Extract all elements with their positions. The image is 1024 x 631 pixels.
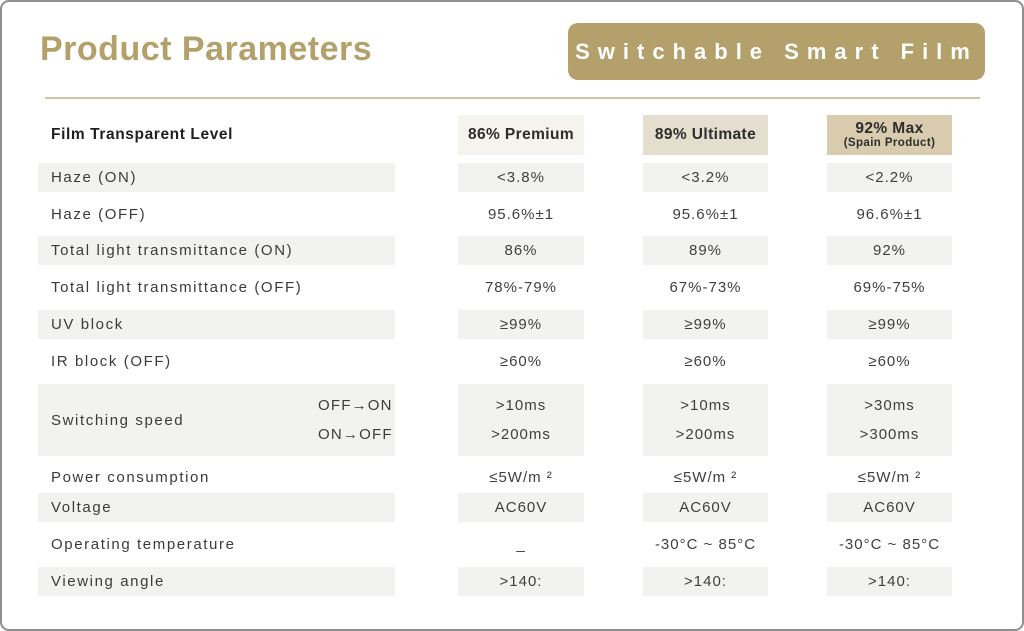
row-label-viewing-angle: Viewing angle	[38, 567, 395, 596]
cell-uv-89: ≥99%	[643, 310, 768, 339]
column-title: 89% Ultimate	[654, 126, 757, 144]
cell-power-92: ≤5W/m ²	[857, 469, 922, 486]
cell-ir-89: ≥60%	[684, 353, 727, 370]
header-divider	[45, 97, 980, 99]
column-subtitle: (Spain Product)	[843, 137, 936, 150]
row-label-operating-temp: Operating temperature	[51, 536, 236, 553]
product-badge: Switchable Smart Film	[568, 23, 985, 80]
column-title: 92% Max	[855, 120, 924, 138]
speed-off-on-89: >10ms	[680, 396, 731, 414]
cell-uv-92: ≥99%	[827, 310, 952, 339]
page-title: Product Parameters	[40, 30, 373, 68]
cell-temp-89: -30°C ~ 85°C	[654, 536, 757, 553]
row-label-switching-speed: Switching speed OFF→ON ON→OFF	[38, 384, 395, 456]
cell-tlt-on-86: 86%	[458, 236, 584, 265]
row-label-tlt-on: Total light transmittance (ON)	[38, 236, 395, 265]
cell-power-89: ≤5W/m ²	[673, 469, 738, 486]
column-title: 86% Premium	[467, 126, 575, 144]
speed-on-off-89: >200ms	[675, 426, 736, 444]
cell-temp-86: _	[516, 536, 526, 553]
switching-speed-directions: OFF→ON ON→OFF	[318, 384, 393, 456]
speed-on-off-92: >300ms	[859, 426, 920, 444]
cell-haze-on-86: <3.8%	[458, 163, 584, 192]
table-header-label: Film Transparent Level	[51, 126, 234, 143]
column-header-86-premium: 86% Premium	[458, 115, 584, 155]
row-label-haze-off: Haze (OFF)	[51, 206, 147, 223]
speed-off-on-86: >10ms	[495, 396, 547, 414]
cell-uv-86: ≥99%	[458, 310, 584, 339]
row-label-power: Power consumption	[51, 469, 210, 486]
switching-speed-label: Switching speed	[51, 411, 185, 429]
direction-off-on: OFF→ON	[318, 396, 393, 414]
cell-tlt-on-89: 89%	[643, 236, 768, 265]
speed-on-off-86: >200ms	[491, 426, 551, 444]
cell-tlt-off-89: 67%-73%	[669, 279, 742, 296]
cell-tlt-on-92: 92%	[827, 236, 952, 265]
cell-haze-off-89: 95.6%±1	[672, 206, 739, 223]
cell-angle-89: >140:	[643, 567, 768, 596]
cell-tlt-off-86: 78%-79%	[484, 279, 558, 296]
row-label-voltage: Voltage	[38, 493, 395, 522]
speed-off-on-92: >30ms	[864, 396, 915, 414]
direction-on-off: ON→OFF	[318, 426, 393, 444]
cell-speed-86: >10ms >200ms	[458, 384, 584, 456]
cell-tlt-off-92: 69%-75%	[853, 279, 926, 296]
cell-voltage-89: AC60V	[643, 493, 768, 522]
cell-speed-89: >10ms >200ms	[643, 384, 768, 456]
cell-ir-92: ≥60%	[868, 353, 911, 370]
cell-voltage-92: AC60V	[827, 493, 952, 522]
row-label-haze-on: Haze (ON)	[38, 163, 395, 192]
cell-angle-86: >140:	[458, 567, 584, 596]
cell-haze-off-86: 95.6%±1	[487, 206, 555, 223]
cell-ir-86: ≥60%	[499, 353, 543, 370]
column-header-89-ultimate: 89% Ultimate	[643, 115, 768, 155]
cell-angle-92: >140:	[827, 567, 952, 596]
row-label-uv-block: UV block	[38, 310, 395, 339]
cell-haze-on-89: <3.2%	[643, 163, 768, 192]
row-label-tlt-off: Total light transmittance (OFF)	[51, 279, 303, 296]
cell-voltage-86: AC60V	[458, 493, 584, 522]
cell-speed-92: >30ms >300ms	[827, 384, 952, 456]
cell-haze-off-92: 96.6%±1	[856, 206, 923, 223]
cell-power-86: ≤5W/m ²	[489, 469, 553, 486]
cell-haze-on-92: <2.2%	[827, 163, 952, 192]
row-label-ir-block: IR block (OFF)	[51, 353, 172, 370]
column-header-92-max: 92% Max (Spain Product)	[827, 115, 952, 155]
cell-temp-92: -30°C ~ 85°C	[838, 536, 941, 553]
